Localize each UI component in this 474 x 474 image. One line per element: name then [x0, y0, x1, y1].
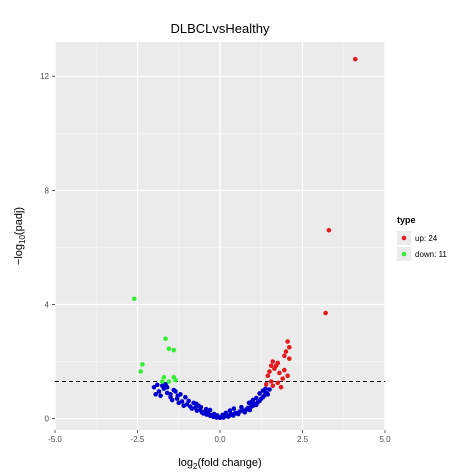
point-not-significant	[158, 393, 163, 399]
point-not-significant	[247, 407, 252, 413]
point-not-significant	[257, 391, 262, 396]
point-down	[161, 374, 167, 380]
point-up	[285, 339, 290, 344]
point-not-significant	[239, 404, 244, 410]
chart-title: DLBCLvsHealthy	[171, 21, 270, 36]
point-up	[283, 349, 289, 354]
point-not-significant	[215, 413, 220, 418]
point-up	[282, 353, 287, 359]
legend-label: up: 24	[415, 234, 438, 243]
y-axis-ticks: 0 4 8 12	[40, 72, 55, 424]
x-tick-label: -2.5	[131, 435, 145, 444]
point-not-significant	[155, 382, 160, 388]
point-up	[323, 310, 328, 316]
point-not-significant	[267, 387, 272, 392]
point-not-significant	[263, 386, 268, 391]
point-not-significant	[265, 392, 271, 397]
point-up	[287, 356, 292, 361]
point-not-significant	[184, 402, 190, 407]
point-not-significant	[169, 397, 175, 403]
y-tick-label: 4	[45, 300, 50, 309]
point-down	[131, 296, 137, 302]
point-not-significant	[249, 399, 254, 405]
data-points	[131, 56, 358, 421]
legend-label: down: 11	[415, 250, 447, 259]
point-up	[326, 227, 332, 233]
point-up	[272, 366, 277, 371]
point-down	[163, 336, 168, 342]
point-down	[166, 346, 172, 351]
point-not-significant	[203, 406, 209, 412]
point-not-significant	[227, 408, 233, 413]
point-up	[282, 367, 287, 373]
point-not-significant	[179, 399, 185, 404]
point-not-significant	[175, 393, 181, 399]
point-up	[268, 363, 274, 369]
point-up	[353, 56, 358, 62]
point-down	[140, 362, 145, 367]
point-up	[270, 383, 276, 389]
point-not-significant	[253, 395, 259, 401]
point-up	[263, 382, 269, 387]
point-up	[268, 379, 274, 384]
x-axis-ticks: -5.0 -2.5 0.0 2.5 5.0	[48, 430, 391, 444]
grid-lines	[54, 42, 386, 430]
legend: type up: 24 down: 11	[397, 215, 447, 261]
x-axis-title: log2(fold change)	[178, 457, 261, 471]
point-up	[267, 369, 272, 374]
point-not-significant	[198, 404, 204, 410]
point-up	[278, 384, 284, 390]
y-axis-title: −log10(padj)	[13, 207, 27, 265]
x-tick-label: 0.0	[214, 435, 226, 444]
point-not-significant	[168, 392, 173, 397]
point-not-significant	[156, 389, 162, 394]
point-not-significant	[220, 412, 225, 418]
x-tick-label: 2.5	[297, 435, 309, 444]
point-not-significant	[183, 394, 188, 400]
point-up	[277, 370, 282, 376]
point-down	[171, 347, 177, 353]
x-tick-label: -5.0	[48, 435, 62, 444]
point-not-significant	[153, 392, 158, 397]
point-not-significant	[173, 389, 178, 394]
legend-swatch	[401, 251, 407, 257]
point-down	[173, 377, 178, 383]
point-not-significant	[231, 406, 237, 411]
point-up	[287, 344, 292, 350]
point-up	[285, 373, 290, 379]
y-tick-label: 0	[45, 415, 50, 424]
x-tick-label: 5.0	[379, 435, 391, 444]
point-up	[270, 359, 276, 364]
legend-title: type	[397, 215, 416, 225]
point-not-significant	[163, 382, 168, 387]
point-not-significant	[223, 410, 229, 416]
point-not-significant	[151, 384, 157, 390]
point-down	[159, 379, 165, 384]
point-up	[265, 373, 271, 379]
point-up	[275, 380, 281, 386]
point-up	[280, 376, 286, 381]
point-not-significant	[186, 398, 191, 404]
point-down	[138, 369, 144, 374]
point-not-significant	[207, 407, 213, 413]
y-tick-label: 12	[40, 72, 49, 81]
y-tick-label: 8	[45, 186, 50, 195]
point-not-significant	[193, 401, 199, 407]
point-down	[166, 379, 172, 384]
legend-swatch	[401, 235, 407, 241]
